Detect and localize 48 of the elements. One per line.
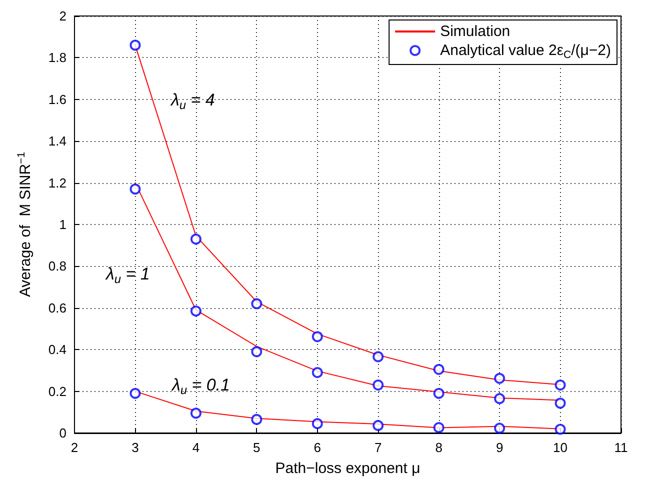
point <box>433 364 444 375</box>
point <box>251 298 262 310</box>
x-tick-label: 10 <box>553 440 568 455</box>
x-tick-label: 4 <box>192 440 200 455</box>
x-tick-label: 5 <box>253 440 260 455</box>
point <box>494 422 506 434</box>
y-tick-label: 0.8 <box>48 258 66 274</box>
x-tick-label: 11 <box>614 440 628 455</box>
point <box>251 414 262 425</box>
x-tick-label: 2 <box>70 440 78 455</box>
y-tick-label: 1 <box>59 217 66 232</box>
point <box>190 234 202 245</box>
legend-label: Simulation <box>440 23 510 40</box>
y-tick-label: 0 <box>59 426 66 440</box>
x-axis-title: Path−loss exponent μ <box>275 460 420 477</box>
point <box>554 398 566 409</box>
point <box>554 424 566 435</box>
y-tick-label: 1.2 <box>48 175 66 190</box>
point <box>372 351 384 362</box>
y-tick-label: 0.4 <box>48 342 66 358</box>
point <box>312 367 323 378</box>
point <box>494 393 506 404</box>
point <box>190 306 202 317</box>
point <box>130 40 141 51</box>
point <box>130 388 141 399</box>
point <box>312 331 323 342</box>
y-tick-label: 1.4 <box>48 134 66 149</box>
point <box>130 184 141 195</box>
point <box>190 408 202 419</box>
y-tick-label: 1.8 <box>48 50 66 66</box>
y-tick-label: 2 <box>59 8 66 24</box>
y-axis-title: Average of M SINR−1 <box>16 152 34 298</box>
point <box>554 380 566 391</box>
point <box>372 420 384 431</box>
point <box>312 418 323 430</box>
point <box>494 372 506 384</box>
x-tick-label: 7 <box>374 440 382 455</box>
y-tick-label: 0.6 <box>48 300 66 316</box>
point <box>251 346 262 358</box>
x-tick-label: 8 <box>435 440 442 455</box>
point <box>433 422 444 434</box>
y-tick-label: 0.2 <box>48 384 66 399</box>
point <box>372 380 384 391</box>
y-tick-label: 1.6 <box>48 92 66 107</box>
point <box>433 388 444 399</box>
x-tick-label: 3 <box>132 440 139 455</box>
x-tick-label: 6 <box>314 440 322 455</box>
x-tick-label: 9 <box>496 440 504 455</box>
